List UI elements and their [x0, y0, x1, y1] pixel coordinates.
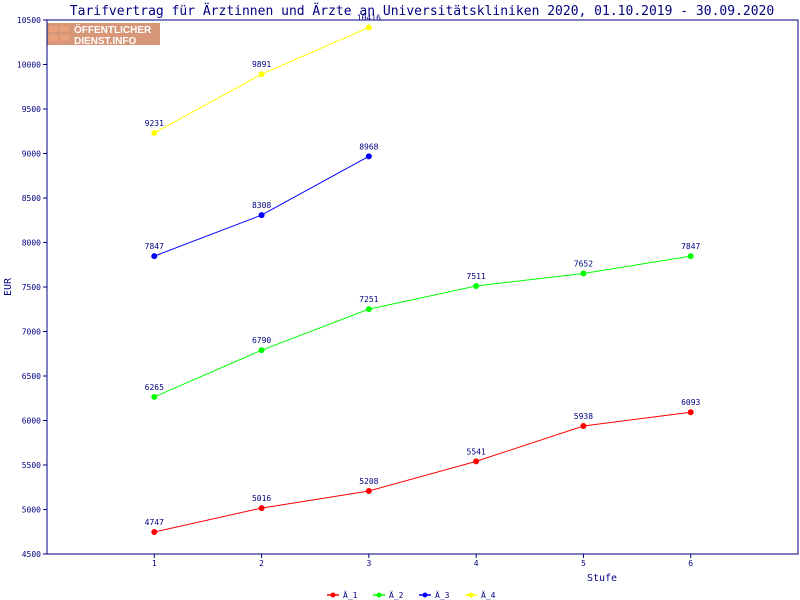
x-tick-label: 5: [581, 559, 586, 568]
watermark-line2: DIENST.INFO: [74, 36, 136, 47]
data-label: 5208: [359, 477, 378, 486]
y-tick-label: 5500: [22, 461, 41, 470]
y-tick-label: 8000: [22, 239, 41, 248]
data-point: [151, 129, 158, 136]
y-tick-label: 8500: [22, 194, 41, 203]
y-tick-label: 10000: [17, 61, 41, 70]
y-tick-label: 6000: [22, 417, 41, 426]
data-label: 8308: [252, 201, 271, 210]
data-point: [151, 393, 158, 400]
data-label: 7652: [574, 259, 593, 268]
data-point: [365, 487, 372, 494]
y-tick-label: 9500: [22, 105, 41, 114]
data-point: [687, 253, 694, 260]
x-tick-label: 4: [474, 559, 479, 568]
data-point: [580, 270, 587, 277]
legend-item: Ä_4: [465, 590, 496, 600]
data-point: [151, 529, 158, 536]
series-line: [154, 255, 691, 398]
data-point: [473, 283, 480, 290]
y-tick-label: 6500: [22, 372, 41, 381]
series-4: 9231 9891 10416: [145, 13, 381, 136]
series-line: [154, 411, 691, 533]
data-label: 5541: [467, 447, 486, 456]
legend-item: Ä_1: [327, 590, 358, 600]
x-tick-label: 2: [259, 559, 264, 568]
data-point: [365, 24, 372, 31]
x-tick-label: 3: [366, 559, 371, 568]
y-tick-label: 7000: [22, 328, 41, 337]
data-label: 5016: [252, 494, 271, 503]
data-point: [258, 71, 265, 78]
data-point: [473, 458, 480, 465]
data-label: 7847: [145, 242, 164, 251]
series-3: 7847 8308 8968: [145, 142, 379, 260]
data-label: 6790: [252, 336, 271, 345]
plot-frame: [46, 19, 799, 555]
legend-item: Ä_2: [373, 590, 404, 600]
data-label: 6265: [145, 383, 164, 392]
data-point: [365, 306, 372, 313]
data-label: 8968: [359, 142, 378, 151]
data-point: [580, 423, 587, 430]
series-line: [154, 27, 370, 134]
data-label: 7847: [681, 242, 700, 251]
legend-swatch-marker: [468, 592, 474, 598]
y-tick-label: 7500: [22, 283, 41, 292]
data-label: 9891: [252, 60, 271, 69]
data-point: [258, 347, 265, 354]
y-tick-label: 5000: [22, 506, 41, 515]
y-tick-label: 4500: [22, 550, 41, 559]
data-label: 4747: [145, 518, 164, 527]
y-tick-label: 9000: [22, 150, 41, 159]
data-point: [151, 253, 158, 260]
data-point: [258, 505, 265, 512]
data-point: [687, 409, 694, 416]
data-label: 10416: [357, 13, 381, 22]
legend-label: Ä_4: [481, 590, 496, 600]
y-axis-ticks: 4500 5000 5500 6000 6500 7000 7500 8000 8500 9000…: [17, 16, 47, 559]
legend-label: Ä_1: [343, 590, 358, 600]
data-label: 6093: [681, 398, 700, 407]
data-point: [258, 212, 265, 219]
x-axis-ticks: 1 2 3 4 5 6: [152, 554, 693, 568]
x-tick-label: 1: [152, 559, 157, 568]
watermark-line1: ÖFFENTLICHER: [74, 23, 152, 36]
x-axis-label: Stufe: [587, 573, 617, 584]
y-tick-label: 10500: [17, 16, 41, 25]
x-tick-label: 6: [688, 559, 693, 568]
data-label: 9231: [145, 119, 164, 128]
series-2: 6265 6790 7251 7511 7652 7847: [145, 242, 701, 400]
legend-swatch-marker: [376, 592, 382, 598]
data-point: [365, 153, 372, 160]
data-label: 7511: [467, 272, 486, 281]
data-label: 7251: [359, 295, 378, 304]
legend: Ä_1 Ä_2 Ä_3 Ä_4: [327, 590, 496, 600]
data-label: 5938: [574, 412, 593, 421]
y-axis-label: EUR: [3, 277, 14, 296]
legend-swatch-marker: [330, 592, 336, 598]
legend-swatch-marker: [422, 592, 428, 598]
legend-label: Ä_3: [435, 590, 450, 600]
legend-label: Ä_2: [389, 590, 404, 600]
series-1: 4747 5016 5208 5541 5938 6093: [145, 398, 701, 536]
series-layer: 4747 5016 5208 5541 5938 6093 6265 6790 7251 7511…: [145, 13, 701, 536]
chart-title: Tarifvertrag für Ärztinnen und Ärzte an …: [70, 3, 774, 19]
legend-item: Ä_3: [419, 590, 450, 600]
watermark-logo: ÖFFENTLICHER DIENST.INFO: [47, 23, 160, 47]
